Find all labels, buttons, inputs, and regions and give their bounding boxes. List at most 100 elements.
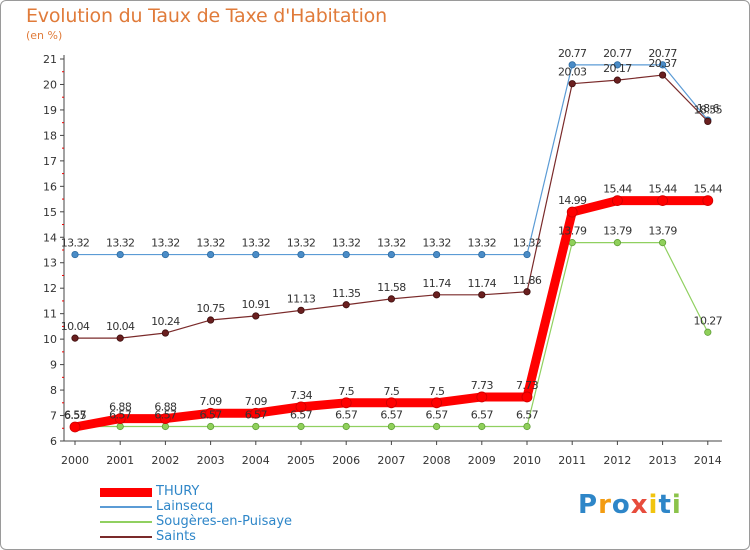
data-point-thury	[385, 397, 397, 409]
y-tick-label: 19	[43, 104, 57, 117]
data-point-lainsecq	[342, 250, 350, 259]
logo-letter: r	[598, 490, 612, 520]
data-point-lainsecq	[387, 250, 395, 259]
data-label-saints: 11.74	[468, 277, 497, 290]
data-point-soug-res-en-puisaye	[432, 422, 441, 431]
data-label-soug-res-en-puisaye: 13.79	[603, 225, 632, 238]
data-point-lainsecq	[432, 250, 441, 259]
logo-letter: i	[648, 490, 659, 520]
data-label-thury: 6.88	[154, 401, 177, 414]
y-tick-label: 6	[50, 435, 57, 448]
y-tick-label: 12	[43, 282, 57, 295]
data-label-saints: 10.75	[196, 302, 225, 315]
x-tick-label: 2012	[603, 454, 631, 467]
data-point-thury	[69, 421, 81, 433]
data-label-soug-res-en-puisaye: 6.57	[245, 408, 268, 421]
y-tick-label: 18	[43, 129, 57, 142]
y-tick-label: 17	[43, 155, 57, 168]
logo-letter: t	[658, 490, 672, 520]
data-label-saints: 10.91	[242, 298, 271, 311]
x-tick-label: 2002	[151, 454, 179, 467]
data-label-lainsecq: 13.32	[61, 237, 90, 250]
data-point-saints	[161, 329, 169, 337]
data-label-lainsecq: 13.32	[377, 237, 406, 250]
data-point-thury	[340, 397, 352, 409]
data-point-soug-res-en-puisaye	[116, 422, 124, 431]
data-label-thury: 7.5	[429, 385, 445, 398]
y-tick-label: 14	[43, 231, 57, 244]
x-tick-label: 2013	[649, 454, 677, 467]
data-label-lainsecq: 13.32	[106, 237, 135, 250]
data-label-saints: 11.35	[332, 287, 361, 300]
data-label-soug-res-en-puisaye: 6.57	[426, 408, 449, 421]
data-label-thury: 15.44	[694, 183, 723, 196]
data-label-soug-res-en-puisaye: 6.57	[109, 408, 132, 421]
data-label-thury: 7.09	[245, 395, 268, 408]
y-tick-label: 13	[43, 257, 57, 270]
data-label-soug-res-en-puisaye: 6.57	[471, 408, 494, 421]
data-label-thury: 7.34	[290, 389, 313, 402]
data-label-lainsecq: 18.6	[697, 102, 720, 115]
data-point-lainsecq	[252, 250, 260, 259]
legend-label: Saints	[156, 529, 196, 544]
x-tick-label: 2006	[332, 454, 360, 467]
data-label-thury: 14.99	[558, 194, 587, 207]
data-label-lainsecq: 13.32	[422, 237, 451, 250]
data-point-thury	[657, 195, 668, 206]
data-label-soug-res-en-puisaye: 6.57	[154, 408, 177, 421]
data-label-lainsecq: 20.77	[603, 47, 632, 60]
data-point-saints	[523, 288, 531, 296]
data-label-thury: 6.88	[109, 401, 132, 414]
data-point-soug-res-en-puisaye	[613, 239, 622, 247]
data-label-soug-res-en-puisaye: 6.57	[516, 408, 539, 421]
x-tick-label: 2009	[468, 454, 496, 467]
x-tick-label: 2005	[287, 454, 315, 467]
data-point-soug-res-en-puisaye	[704, 328, 712, 336]
data-label-saints: 11.58	[377, 281, 406, 294]
data-point-soug-res-en-puisaye	[207, 422, 215, 431]
data-point-lainsecq	[116, 250, 124, 259]
data-point-saints	[658, 71, 667, 79]
x-tick-label: 2000	[61, 454, 89, 467]
data-label-thury: 15.44	[603, 183, 632, 196]
data-label-lainsecq: 13.32	[468, 237, 497, 250]
data-point-thury	[566, 206, 578, 218]
data-label-soug-res-en-puisaye: 6.57	[64, 408, 87, 421]
data-point-saints	[116, 334, 124, 342]
data-point-thury	[612, 195, 623, 206]
data-point-lainsecq	[523, 250, 531, 259]
y-tick-label: 10	[43, 333, 57, 346]
legend-swatch	[100, 506, 152, 508]
data-point-thury	[250, 407, 262, 419]
x-tick-label: 2004	[242, 454, 270, 467]
y-tick-label: 20	[43, 78, 57, 91]
x-tick-label: 2003	[197, 454, 225, 467]
logo-letter: x	[630, 490, 649, 520]
data-point-thury	[431, 397, 443, 409]
data-label-saints: 11.74	[422, 277, 451, 290]
logo-letter: o	[611, 490, 631, 520]
data-point-saints	[297, 306, 305, 314]
legend-label: Lainsecq	[156, 499, 214, 514]
data-point-soug-res-en-puisaye	[387, 422, 395, 431]
data-point-saints	[387, 295, 395, 303]
data-label-lainsecq: 13.32	[151, 237, 180, 250]
data-point-thury	[159, 413, 171, 424]
data-label-lainsecq: 13.32	[332, 237, 361, 250]
data-point-soug-res-en-puisaye	[658, 239, 667, 247]
data-label-soug-res-en-puisaye: 6.57	[200, 408, 223, 421]
data-label-soug-res-en-puisaye: 6.57	[290, 408, 313, 421]
data-point-lainsecq	[478, 250, 486, 259]
data-label-lainsecq: 13.32	[196, 237, 225, 250]
data-point-saints	[704, 117, 712, 125]
data-label-thury: 15.44	[648, 183, 677, 196]
data-label-soug-res-en-puisaye: 13.79	[558, 225, 587, 238]
y-tick-label: 21	[43, 53, 57, 66]
data-label-saints: 10.24	[151, 315, 180, 328]
x-tick-label: 2010	[513, 454, 541, 467]
data-label-lainsecq: 20.77	[558, 47, 587, 60]
x-tick-label: 2001	[106, 454, 134, 467]
data-point-lainsecq	[71, 250, 79, 259]
data-label-saints: 20.03	[558, 66, 587, 79]
